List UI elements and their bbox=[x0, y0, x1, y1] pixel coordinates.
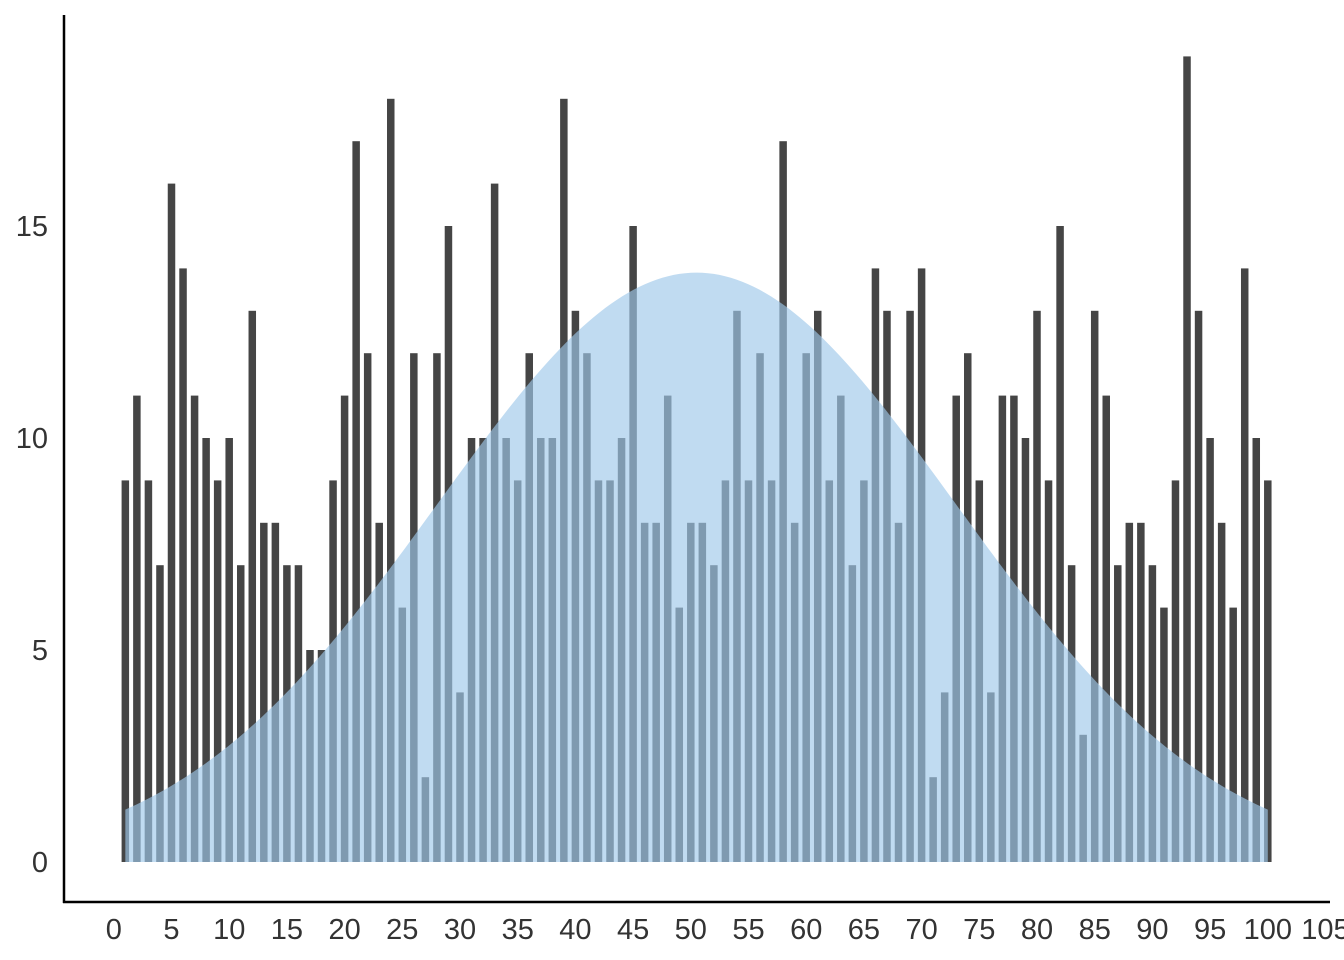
y-tick-labels: 0 5 10 15 bbox=[16, 211, 48, 879]
bar bbox=[1137, 522, 1145, 862]
x-tick-label: 30 bbox=[444, 914, 476, 946]
x-tick-label: 35 bbox=[502, 914, 534, 946]
bar bbox=[1160, 607, 1168, 862]
x-tick-label: 40 bbox=[559, 914, 591, 946]
y-tick-label: 15 bbox=[16, 211, 48, 243]
bar bbox=[144, 480, 153, 862]
y-tick-label: 10 bbox=[16, 423, 48, 455]
x-tick-label: 70 bbox=[905, 914, 937, 946]
bar bbox=[1217, 522, 1226, 862]
bar bbox=[1102, 395, 1110, 862]
x-tick-label: 10 bbox=[213, 914, 245, 946]
x-tick-label: 75 bbox=[963, 914, 995, 946]
x-tick-label: 105 bbox=[1301, 914, 1344, 946]
x-tick-label: 55 bbox=[732, 914, 764, 946]
x-tick-label: 90 bbox=[1136, 914, 1168, 946]
bar bbox=[1206, 438, 1214, 862]
bar bbox=[1252, 438, 1261, 862]
bar bbox=[1229, 607, 1237, 862]
bar bbox=[202, 438, 210, 862]
density-area bbox=[125, 272, 1268, 862]
bar bbox=[387, 98, 395, 863]
bar bbox=[1183, 56, 1191, 862]
x-tick-labels: 0 5 10 15 20 25 30 35 40 45 50 55 60 65 70 75 80 85 90 95 10… bbox=[106, 914, 1344, 946]
bar bbox=[1264, 480, 1272, 862]
bar bbox=[248, 310, 257, 862]
bar bbox=[179, 268, 187, 862]
x-tick-label: 5 bbox=[163, 914, 179, 946]
x-tick-label: 15 bbox=[271, 914, 303, 946]
bar bbox=[167, 183, 176, 863]
x-tick-label: 80 bbox=[1021, 914, 1053, 946]
y-tick-label: 0 bbox=[32, 847, 48, 879]
bar bbox=[1090, 310, 1099, 862]
x-tick-label: 85 bbox=[1079, 914, 1111, 946]
bar bbox=[271, 522, 280, 862]
y-tick-label: 5 bbox=[32, 635, 48, 667]
x-tick-label: 45 bbox=[617, 914, 649, 946]
x-tick-label: 65 bbox=[848, 914, 880, 946]
x-tick-label: 60 bbox=[790, 914, 822, 946]
x-tick-label: 95 bbox=[1194, 914, 1226, 946]
x-tick-label: 100 bbox=[1244, 914, 1292, 946]
x-tick-label: 25 bbox=[386, 914, 418, 946]
x-tick-label: 20 bbox=[328, 914, 360, 946]
bar bbox=[1194, 310, 1203, 862]
bar bbox=[1148, 565, 1157, 862]
bar bbox=[213, 480, 222, 862]
bar bbox=[156, 565, 164, 862]
bar bbox=[352, 141, 360, 862]
bar bbox=[121, 480, 130, 862]
bar bbox=[133, 395, 141, 862]
bar bbox=[1056, 226, 1064, 862]
x-tick-label: 50 bbox=[675, 914, 707, 946]
x-tick-label: 0 bbox=[106, 914, 122, 946]
bar bbox=[1240, 268, 1249, 862]
bar bbox=[1171, 480, 1180, 862]
bar bbox=[1125, 522, 1134, 862]
bar bbox=[225, 438, 233, 862]
bar bbox=[1033, 310, 1041, 862]
bar bbox=[236, 565, 245, 862]
bar bbox=[190, 395, 199, 862]
bar bbox=[260, 522, 268, 862]
